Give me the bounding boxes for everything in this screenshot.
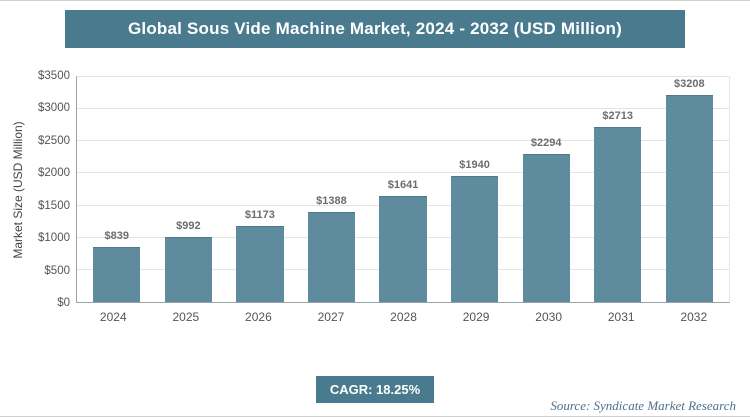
y-tick-label: $2000	[38, 167, 70, 180]
bar-group-2028: $1641	[367, 77, 439, 302]
bar-value-label: $2294	[530, 137, 562, 149]
x-tick-label-2024: 2024	[99, 310, 127, 324]
bar-value-label: $1388	[316, 195, 347, 207]
gridline	[77, 172, 729, 174]
cagr-badge: CAGR: 18.25%	[315, 375, 435, 403]
bar-2030	[522, 154, 570, 302]
y-axis-ticks: $0 $500 $1000 $1500 $2000 $2500 $3000 $3500	[28, 70, 76, 309]
y-tick-label: $1500	[38, 199, 70, 212]
source-note: Source: Syndicate Market Research	[550, 398, 736, 413]
bar-2028	[379, 196, 427, 302]
x-tick-label-2031: 2031	[607, 310, 635, 324]
bar-value-label: $992	[176, 220, 201, 232]
y-tick-label: $0	[57, 297, 70, 309]
bar-2026	[236, 226, 284, 302]
gridline	[77, 140, 729, 142]
y-tick-label: $1000	[38, 232, 70, 245]
y-tick-label: $3500	[38, 70, 70, 82]
gridline	[77, 76, 729, 77]
x-tick-label-2030: 2030	[535, 310, 562, 324]
bar-group-2026: $1173	[224, 77, 296, 302]
bar-2032	[665, 95, 713, 302]
bar-value-label: $1173	[244, 209, 275, 221]
bar-2025	[164, 237, 212, 302]
x-tick-label-2028: 2028	[390, 310, 417, 324]
bar-2024	[93, 247, 141, 302]
bar-2029	[450, 176, 499, 302]
bar-value-label: $839	[104, 230, 130, 242]
bar-group-2025: $992	[153, 77, 225, 302]
gridline	[77, 108, 729, 110]
bar-value-label: $1940	[459, 159, 490, 171]
bar-group-2031: $2713	[582, 77, 654, 302]
y-axis-title: Market Size (USD Million)	[11, 120, 25, 259]
bar-group-2030: $2294	[510, 77, 582, 302]
bar-value-label: $1641	[387, 179, 419, 191]
y-tick-label: $3000	[38, 102, 70, 115]
bar-group-2029: $1940	[439, 77, 511, 302]
chart-title: Global Sous Vide Machine Market, 2024 - …	[127, 19, 623, 38]
x-tick-label-2026: 2026	[245, 310, 272, 324]
bar-2027	[307, 212, 356, 302]
bar-group-2032: $3208	[654, 77, 726, 302]
x-axis-labels: 2024 2025 2026 2027 2028 2029 2030 2031 2032	[77, 303, 730, 324]
chart: Market Size (USD Million) $0 $500 $1000 $15…	[8, 70, 730, 309]
plot-area: $839 $992 $1173 $1388 $1641 $1940 $2294 $2713 $3…	[76, 76, 730, 303]
y-tick-label: $500	[44, 264, 70, 277]
x-tick-label-2025: 2025	[172, 310, 200, 324]
y-tick-label: $2500	[38, 134, 70, 147]
bar-value-label: $2713	[602, 110, 634, 122]
chart-title-bar: Global Sous Vide Machine Market, 2024 - …	[65, 10, 685, 48]
x-tick-label-2029: 2029	[462, 310, 490, 324]
footer: CAGR: 18.25%	[0, 375, 750, 403]
bars-container: $839 $992 $1173 $1388 $1641 $1940 $2294 $2713 $3…	[77, 77, 729, 302]
bar-value-label: $3208	[673, 78, 705, 90]
bar-group-2027: $1388	[296, 77, 368, 302]
bar-2031	[594, 127, 642, 302]
bar-group-2024: $839	[81, 77, 153, 302]
x-tick-label-2027: 2027	[317, 310, 345, 324]
x-tick-label-2032: 2032	[680, 310, 708, 324]
